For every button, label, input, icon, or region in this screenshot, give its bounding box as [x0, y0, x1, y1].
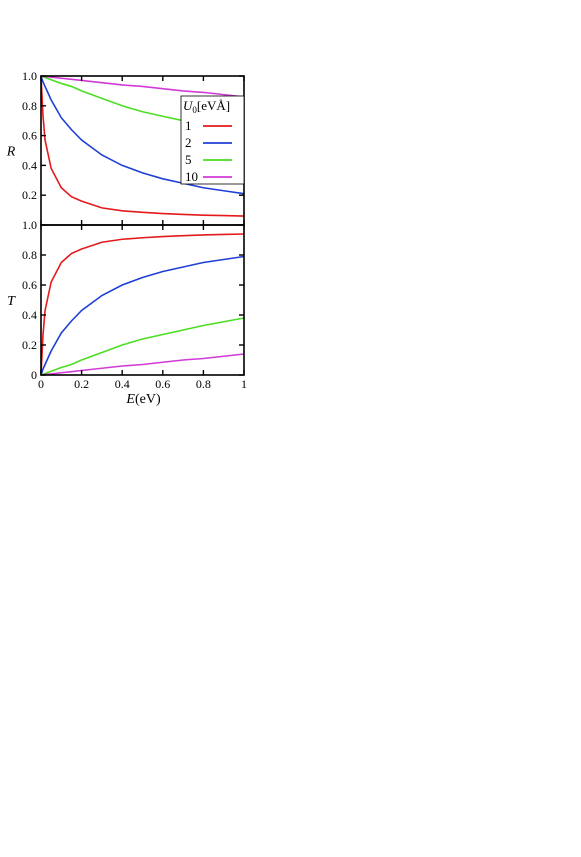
y-tick-label-bottom: 0.8 [22, 248, 37, 262]
y-tick-label-bottom: 0 [31, 368, 37, 382]
y-tick-label-bottom: 0.4 [22, 308, 37, 322]
legend-box [180, 95, 245, 185]
series-line-bottom-5 [40, 317, 245, 376]
series-line-top-2 [40, 75, 245, 195]
series-line-bottom-2 [40, 255, 245, 376]
y-tick-label-top: 0.4 [22, 158, 37, 172]
y-tick-label-top: 1.0 [22, 69, 37, 83]
panel-top: 0.2 0.4 0.6 0.8 1.0 R U0[eVÅ] 1 2 5 10 [6, 69, 245, 226]
x-tick-label: 0.4 [115, 377, 130, 391]
y-axis-label-top: R [6, 145, 16, 160]
y-tick-label-top: 0.6 [22, 129, 37, 143]
y-tick-label-bottom: 0.2 [22, 338, 37, 352]
legend-label: 5 [185, 152, 192, 167]
legend-label: 2 [185, 135, 192, 150]
legend: U0[eVÅ] 1 2 5 10 [180, 95, 245, 185]
series-line-bottom-1 [40, 233, 245, 376]
panel-bottom: 0 0.2 0.4 0.6 0.8 1 0 0.2 0.4 0.6 0.8 1.0 T E(eV) [7, 218, 247, 407]
x-tick-label: 1 [241, 377, 247, 391]
legend-label: 10 [185, 169, 198, 184]
legend-title: U0[eVÅ] [183, 98, 230, 115]
x-tick-label: 0.6 [155, 377, 170, 391]
series-line-top-1 [40, 75, 245, 217]
x-axis-label: E(eV) [125, 392, 161, 407]
y-tick-label-bottom: 0.6 [22, 278, 37, 292]
x-tick-label: 0.8 [196, 377, 211, 391]
x-tick-label: 0 [38, 377, 44, 391]
plot-frame-bottom [40, 224, 245, 376]
legend-label: 1 [185, 118, 192, 133]
y-tick-label-top: 0.2 [22, 188, 37, 202]
y-tick-label-bottom: 1.0 [22, 218, 37, 232]
y-tick-label-top: 0.8 [22, 99, 37, 113]
x-tick-label: 0.2 [74, 377, 89, 391]
y-axis-label-bottom: T [7, 294, 16, 309]
